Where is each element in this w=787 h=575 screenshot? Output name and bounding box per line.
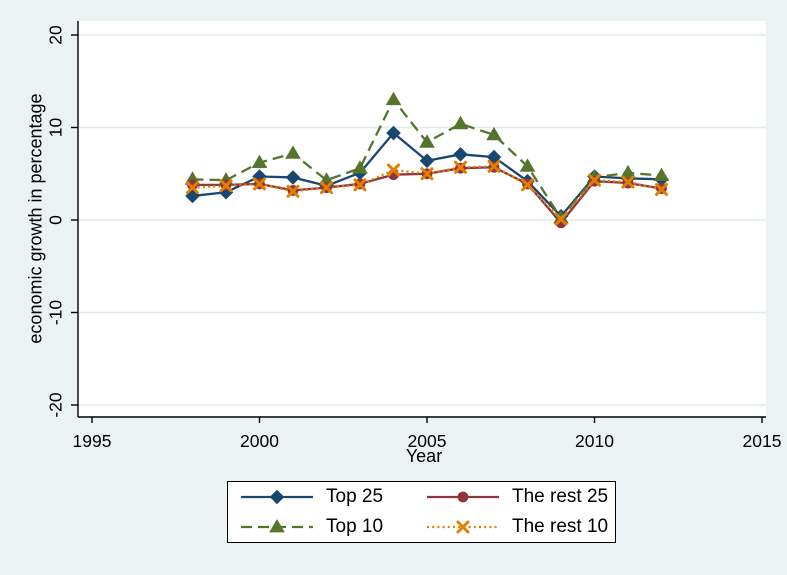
triangle-marker [452, 115, 469, 130]
triangle-marker [269, 519, 285, 533]
y-tick-label: 0 [46, 215, 66, 225]
diamond-marker [269, 489, 285, 505]
x-axis-title: Year [405, 446, 443, 466]
y-tick-label: -10 [46, 300, 66, 326]
x-tick-label: 1995 [73, 431, 112, 451]
triangle-marker [519, 158, 536, 172]
legend-item-top-10: Top 10 [239, 516, 425, 538]
circle-marker [457, 491, 469, 503]
x-marker [454, 160, 467, 174]
x-marker [456, 520, 470, 534]
x-tick-label: 2005 [408, 431, 447, 451]
x-marker [655, 182, 668, 196]
plot-area [78, 21, 766, 417]
x-marker [420, 167, 434, 181]
legend-label: Top 25 [326, 486, 384, 507]
x-marker [554, 212, 568, 226]
x-marker [521, 178, 534, 192]
x-tick-label: 2000 [240, 431, 279, 451]
triangle-marker [653, 167, 670, 181]
legend: Top 25 The rest 25 Top 10 The rest 10 [227, 481, 616, 543]
legend-sample-circle-icon [427, 491, 499, 503]
diamond-marker [419, 153, 435, 169]
x-marker [253, 177, 266, 191]
legend-item-top-25: Top 25 [239, 486, 425, 508]
x-marker [387, 163, 400, 177]
x-marker [621, 175, 635, 189]
x-tick-label: 2010 [575, 431, 614, 451]
legend-label: The rest 10 [512, 516, 609, 537]
x-marker [320, 181, 333, 195]
legend-sample-triangle-icon [241, 519, 313, 533]
triangle-marker [620, 164, 636, 179]
y-axis-title: economic growth in percentage [25, 93, 46, 344]
diamond-marker [285, 170, 301, 185]
diamond-marker [453, 147, 468, 162]
x-marker [186, 181, 199, 195]
y-tick-label: 20 [46, 25, 66, 45]
triangle-marker [251, 154, 268, 169]
legend-sample-diamond-icon [241, 489, 313, 505]
legend-item-the-rest-25: The rest 25 [425, 486, 615, 508]
legend-label: Top 10 [326, 516, 384, 537]
x-marker [353, 178, 367, 192]
series-line [192, 165, 662, 221]
y-tick-label: 10 [46, 118, 66, 138]
circle-marker [187, 179, 198, 191]
diamond-marker [252, 169, 267, 184]
x-marker [286, 184, 300, 198]
triangle-marker [385, 91, 402, 106]
triangle-marker [285, 145, 301, 159]
series-markers [186, 159, 668, 226]
triangle-marker [352, 160, 368, 174]
legend-item-the-rest-10: The rest 10 [425, 516, 615, 538]
triangle-marker [486, 126, 502, 141]
legend-label: The rest 25 [512, 486, 609, 507]
diamond-marker [386, 125, 401, 141]
triangle-marker [419, 134, 435, 148]
x-marker [487, 159, 501, 173]
y-tick-label: -20 [46, 392, 66, 418]
x-marker [219, 179, 233, 193]
x-marker [588, 173, 601, 187]
legend-sample-x-icon [427, 520, 499, 534]
x-tick-label: 2015 [743, 431, 782, 451]
